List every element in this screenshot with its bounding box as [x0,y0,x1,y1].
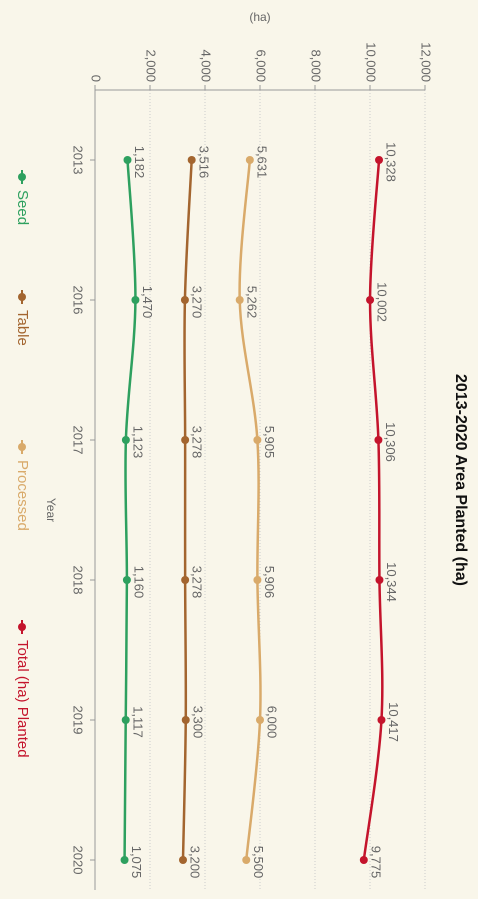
y-tick-label: 0 [89,75,104,82]
data-label: 1,117 [130,706,145,738]
data-label: 3,270 [189,286,204,319]
y-tick-label: 12,000 [419,42,434,82]
point [242,856,251,864]
x-tick-label: 2017 [71,426,86,455]
point [377,716,386,724]
point [181,576,190,584]
series-line [123,159,137,861]
y-tick-label: 2,000 [144,49,159,82]
point [120,856,129,864]
chart-title: 2013-2020 Area Planted (ha) [452,374,469,586]
x-tick-label: 2020 [71,846,86,875]
x-tick-label: 2013 [71,146,86,175]
y-axis-label: (ha) [249,10,270,24]
point [122,576,131,584]
point [179,856,187,864]
point [235,296,244,304]
data-label: 5,905 [262,426,277,459]
legend-marker [18,623,26,631]
y-tick-label: 4,000 [199,49,214,82]
point [181,716,190,724]
point [121,716,130,724]
point [366,296,375,304]
data-label: 9,775 [368,846,383,879]
point [375,576,384,584]
data-label: 1,123 [130,426,145,459]
y-tick-label: 10,000 [364,42,379,82]
point [123,156,132,164]
point [359,856,368,864]
point [187,156,196,164]
data-label: 1,470 [140,286,155,319]
legend-label: Table [14,310,31,346]
legend-label: Seed [14,190,31,225]
y-tick-label: 6,000 [254,49,269,82]
point [256,716,264,724]
data-label: 3,278 [190,566,205,599]
x-tick-label: 2016 [71,286,86,315]
x-tick-label: 2019 [71,706,86,735]
data-label: 1,075 [129,846,144,879]
point [180,296,189,304]
data-label: 5,906 [262,566,277,599]
y-tick-label: 8,000 [309,49,324,82]
point [245,156,254,164]
series-line [181,159,193,861]
x-axis-label: Year [44,498,58,522]
legend-marker [18,173,26,181]
point [121,436,130,444]
data-label: 5,631 [254,146,269,179]
data-label: 1,182 [132,146,147,179]
data-label: 10,002 [375,282,390,322]
point [131,296,140,304]
point [253,576,262,584]
data-label: 3,278 [190,426,205,459]
legend-label: Processed [14,460,31,531]
data-label: 10,328 [384,142,399,182]
legend-marker [18,293,26,301]
data-label: 3,516 [196,146,211,179]
legend-marker [18,443,26,451]
x-tick-label: 2018 [71,566,86,595]
series-line [362,159,384,861]
series-line [238,159,262,861]
data-label: 10,417 [386,702,401,742]
data-label: 5,262 [244,286,259,319]
data-label: 10,344 [384,562,399,602]
point [181,436,190,444]
data-label: 3,300 [190,706,205,739]
legend-label: Total (ha) Planted [14,640,31,758]
point [374,436,383,444]
point [253,436,262,444]
data-label: 3,200 [188,846,203,879]
data-label: 1,160 [131,566,146,599]
data-label: 5,500 [251,846,266,879]
data-label: 6,000 [265,706,280,739]
data-label: 10,306 [383,422,398,462]
point [375,156,384,164]
